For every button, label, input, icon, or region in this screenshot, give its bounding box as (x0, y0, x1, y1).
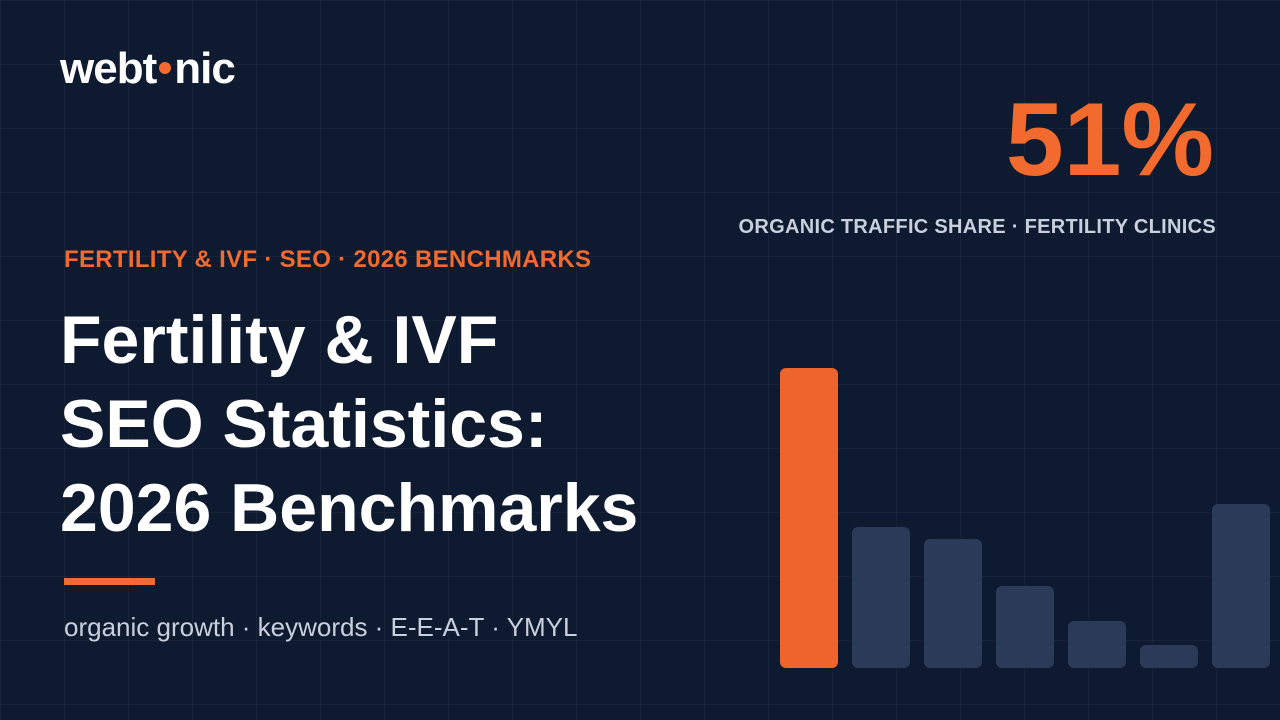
tags: organic growth · keywords · E-E-A-T · YM… (64, 612, 578, 642)
logo-text: webt (60, 44, 157, 93)
bar-decor (924, 539, 982, 668)
logo: webt nic (60, 44, 236, 94)
bar-decor (1140, 645, 1198, 668)
title-line: 2026 Benchmarks (60, 470, 639, 546)
title-line: SEO Statistics: (60, 386, 548, 462)
bar-decor (780, 368, 838, 668)
bar-decor (1068, 621, 1126, 668)
bar-decor (996, 586, 1054, 668)
eyebrow: FERTILITY & IVF · SEO · 2026 BENCHMARKS (64, 246, 592, 273)
title: Fertility & IVF SEO Statistics: 2026 Ben… (60, 298, 638, 550)
stat-value: 51% (1005, 82, 1214, 198)
accent-rule (64, 578, 155, 585)
bar-decor (852, 527, 910, 668)
logo-dot (159, 62, 172, 75)
bar-decor (1212, 504, 1270, 668)
title-line: Fertility & IVF (60, 302, 499, 378)
logo-text: nic (174, 44, 236, 93)
stat-label: ORGANIC TRAFFIC SHARE · FERTILITY CLINIC… (738, 216, 1216, 238)
